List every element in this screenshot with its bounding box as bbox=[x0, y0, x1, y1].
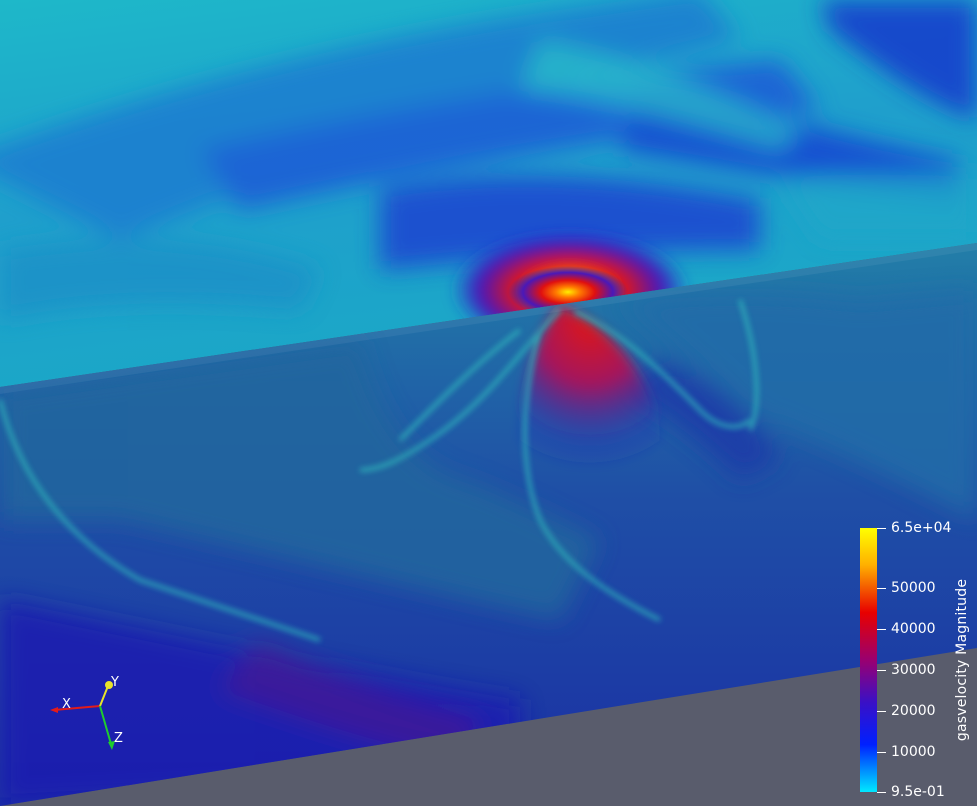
orientation-axes-icon bbox=[50, 681, 115, 750]
colorbar-tick: 20000 bbox=[877, 703, 977, 719]
axis-z-label: Z bbox=[114, 731, 123, 746]
colorbar-tick: 10000 bbox=[877, 744, 977, 760]
colorbar-tick: 30000 bbox=[877, 662, 977, 678]
colorbar-tick: 40000 bbox=[877, 621, 977, 637]
colorbar-tick-max: 6.5e+04 bbox=[877, 520, 977, 536]
colorbar-tick-min: 9.5e-01 bbox=[877, 784, 977, 800]
colorbar-gradient bbox=[860, 528, 877, 792]
colorbar-title: gasvelocity Magnitude bbox=[954, 578, 970, 742]
orientation-axes: X Y Z bbox=[44, 672, 134, 756]
axis-y-label: Y bbox=[111, 675, 119, 690]
scalar-colorbar: 6.5e+04 50000 40000 30000 20000 10000 9.… bbox=[860, 520, 977, 800]
axis-x-label: X bbox=[62, 697, 71, 712]
colorbar-tick: 50000 bbox=[877, 580, 977, 596]
